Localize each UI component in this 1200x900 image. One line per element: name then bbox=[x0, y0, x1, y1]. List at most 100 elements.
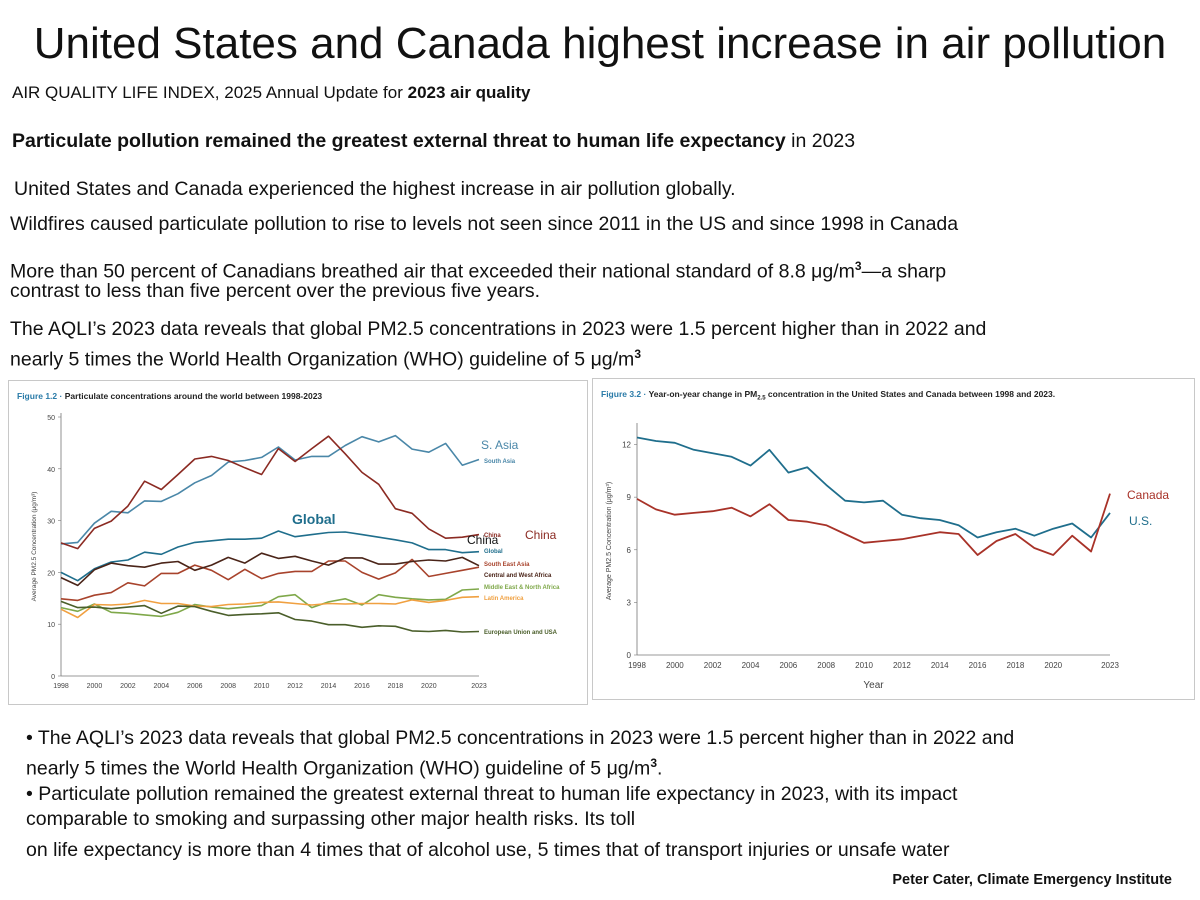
chart-us-canada-pm25: 0 3 6 9 12 1998 2000 2002 2004 2006 2008 2010 2012 20… bbox=[606, 423, 1169, 691]
label-china-red: China bbox=[525, 528, 557, 542]
point-threat-bold: Particulate pollution remained the great… bbox=[12, 130, 786, 152]
x-axis-label: Year bbox=[863, 680, 884, 691]
x-tick-label: 2014 bbox=[931, 661, 949, 670]
label-s-asia: S. Asia bbox=[481, 438, 519, 452]
figure-3-2-title-sub: 2.5 bbox=[757, 395, 766, 402]
superscript-3: 3 bbox=[650, 756, 657, 770]
y-tick-label: 20 bbox=[47, 570, 55, 577]
label-south-asia: South Asia bbox=[484, 459, 516, 465]
point-threat-plain: in 2023 bbox=[785, 130, 856, 152]
bullet-global-line2: nearly 5 times the World Health Organiza… bbox=[26, 751, 662, 782]
x-tick-label: 2012 bbox=[893, 661, 911, 670]
figure-3-2-label: Figure 3.2 · bbox=[601, 389, 647, 399]
x-tick-label: 2006 bbox=[187, 683, 203, 690]
y-tick-label: 0 bbox=[51, 674, 55, 681]
superscript-3: 3 bbox=[634, 347, 641, 361]
x-tick-label: 2016 bbox=[969, 661, 987, 670]
figure-3-2-title: Figure 3.2 · Year-on-year change in PM2.… bbox=[601, 389, 1055, 402]
x-tick-label: 2012 bbox=[287, 683, 303, 690]
x-tick-label: 2008 bbox=[220, 683, 236, 690]
point-global-text: nearly 5 times the World Health Organiza… bbox=[10, 348, 635, 371]
x-tick-label: 2018 bbox=[1007, 661, 1025, 670]
point-canadians-line1: More than 50 percent of Canadians breath… bbox=[10, 254, 946, 285]
x-tick-label: 2000 bbox=[666, 661, 684, 670]
figure-1-2-panel: Figure 1.2 · Particulate concentrations … bbox=[8, 380, 588, 705]
x-tick-label: 2014 bbox=[321, 683, 337, 690]
x-tick-label: 2006 bbox=[779, 661, 797, 670]
series-line-south-asia bbox=[60, 434, 480, 545]
series-line-latin-america bbox=[60, 595, 480, 619]
figure-1-2-label: Figure 1.2 · bbox=[17, 391, 63, 401]
point-global-line2: nearly 5 times the World Health Organiza… bbox=[10, 342, 641, 373]
series-line-global bbox=[60, 530, 480, 582]
x-tick-label: 2004 bbox=[154, 683, 170, 690]
y-tick-label: 6 bbox=[627, 546, 632, 555]
label-global-big: Global bbox=[292, 511, 336, 527]
bullet-global-end: . bbox=[657, 757, 663, 780]
series-line-middle-east-north-africa bbox=[60, 588, 480, 618]
y-tick-label: 10 bbox=[47, 622, 55, 629]
label-latin-america: Latin America bbox=[484, 596, 524, 602]
x-tick-label: 2000 bbox=[87, 683, 103, 690]
label-middle-east: Middle East & North Africa bbox=[484, 585, 560, 591]
figure-3-2-panel: Figure 3.2 · Year-on-year change in PM2.… bbox=[592, 378, 1195, 700]
subtitle-plain: AIR QUALITY LIFE INDEX, 2025 Annual Upda… bbox=[12, 83, 408, 102]
series-line-china bbox=[60, 435, 480, 550]
y-tick-label: 40 bbox=[47, 467, 55, 474]
label-canada: Canada bbox=[1127, 488, 1169, 502]
x-tick-label: 2008 bbox=[817, 661, 835, 670]
x-tick-label: 2016 bbox=[354, 683, 370, 690]
page-title: United States and Canada highest increas… bbox=[33, 19, 1167, 68]
y-tick-label: 30 bbox=[47, 519, 55, 526]
bullet-global-line1: • The AQLI’s 2023 data reveals that glob… bbox=[26, 727, 1015, 749]
bullet-threat-line1: • Particulate pollution remained the gre… bbox=[26, 783, 958, 805]
x-tick-label: 2004 bbox=[742, 661, 760, 670]
point-canadians-line2: contrast to less than five percent over … bbox=[10, 280, 541, 302]
point-global-line1: The AQLI’s 2023 data reveals that global… bbox=[10, 318, 987, 340]
label-china-small: China bbox=[484, 533, 501, 539]
figure-1-2-title-text: Particulate concentrations around the wo… bbox=[64, 391, 323, 401]
y-axis-label: Average PM2.5 Concentration (μg/m³) bbox=[606, 482, 613, 600]
figure-3-2-title-post: concentration in the United States and C… bbox=[765, 389, 1056, 399]
label-us: U.S. bbox=[1129, 514, 1152, 528]
subtitle: AIR QUALITY LIFE INDEX, 2025 Annual Upda… bbox=[12, 82, 530, 104]
point-highest-increase: United States and Canada experienced the… bbox=[14, 178, 736, 200]
label-south-east-asia: South East Asia bbox=[484, 562, 530, 568]
credit: Peter Cater, Climate Emergency Institute bbox=[892, 872, 1172, 888]
point-canadians-text: More than 50 percent of Canadians breath… bbox=[10, 260, 855, 283]
point-wildfires: Wildfires caused particulate pollution t… bbox=[10, 213, 959, 235]
label-china-black: China bbox=[467, 533, 499, 547]
series-line-central-and-west-africa bbox=[60, 552, 480, 587]
y-tick-label: 9 bbox=[627, 493, 632, 502]
x-tick-label: 2020 bbox=[1044, 661, 1062, 670]
label-central-west-africa: Central and West Africa bbox=[484, 573, 552, 579]
series-line-european-union-and-usa bbox=[60, 600, 480, 633]
point-canadians-end: —a sharp bbox=[861, 260, 947, 283]
superscript-3: 3 bbox=[854, 259, 862, 273]
label-global-small: Global bbox=[484, 549, 503, 555]
bullet-threat-line3: on life expectancy is more than 4 times … bbox=[26, 839, 950, 861]
figure-3-2-title-pre: Year-on-year change in PM bbox=[648, 389, 758, 399]
bullet-global-text: nearly 5 times the World Health Organiza… bbox=[26, 757, 651, 780]
x-tick-label: 1998 bbox=[53, 683, 69, 690]
x-tick-label: 2002 bbox=[704, 661, 722, 670]
series-line-u-s bbox=[636, 436, 1111, 539]
y-axis-label: Average PM2.5 Concentration (μg/m³) bbox=[31, 492, 38, 602]
x-tick-label: 2010 bbox=[254, 683, 270, 690]
x-tick-label: 2023 bbox=[471, 683, 487, 690]
y-tick-label: 50 bbox=[47, 415, 55, 422]
y-tick-label: 3 bbox=[627, 598, 632, 607]
y-tick-label: 0 bbox=[627, 651, 632, 660]
x-tick-label: 1998 bbox=[628, 661, 646, 670]
point-threat: Particulate pollution remained the great… bbox=[12, 129, 855, 154]
x-tick-label: 2010 bbox=[855, 661, 873, 670]
y-tick-label: 12 bbox=[622, 441, 631, 450]
label-eu-usa: European Union and USA bbox=[484, 630, 558, 636]
subtitle-bold: 2023 air quality bbox=[407, 83, 531, 102]
x-tick-label: 2002 bbox=[120, 683, 136, 690]
figure-1-2-title: Figure 1.2 · Particulate concentrations … bbox=[17, 391, 322, 401]
x-tick-label: 2018 bbox=[388, 683, 404, 690]
x-tick-label: 2020 bbox=[421, 683, 437, 690]
chart-world-pm25: 0 10 20 30 40 50 1998 2000 2002 2004 2006 2008 2010 2… bbox=[31, 413, 560, 690]
x-tick-label: 2023 bbox=[1101, 661, 1119, 670]
